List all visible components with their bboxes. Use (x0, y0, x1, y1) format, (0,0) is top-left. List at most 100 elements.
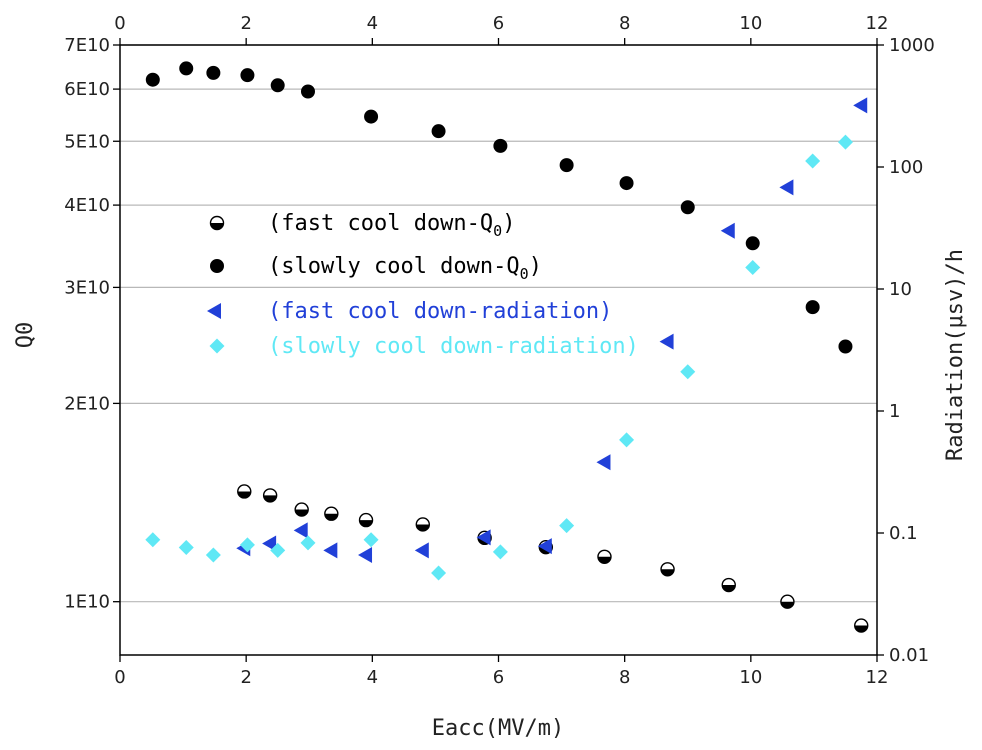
x-tick-label-bottom: 10 (739, 667, 762, 688)
x-tick-label-top: 6 (493, 13, 504, 34)
series-4-point (363, 532, 379, 548)
series-3-point (853, 97, 868, 114)
series-3-point (323, 542, 338, 559)
series-1-point-fill (359, 520, 373, 527)
series-1-point (597, 549, 612, 564)
legend-label-3: (fast cool down-radiation) (268, 299, 612, 324)
left-y-tick-label: 1E10 (64, 592, 110, 613)
axes: 0 0 2 2 4 4 6 6 8 8 10 10 12 12 1E10 2E10 3E10 4E10 5E10 6E… (64, 13, 935, 688)
series-1-point-fill (324, 513, 338, 521)
series-1-point (660, 562, 675, 577)
series-1-point (294, 502, 309, 517)
series-4-point (239, 537, 255, 553)
legend-marker-3 (207, 303, 221, 319)
x-tick-label-bottom: 0 (114, 667, 125, 688)
series-1-point (262, 488, 278, 503)
series-2-point (680, 200, 695, 215)
x-tick-label-top: 10 (739, 13, 762, 34)
series-2-point (559, 158, 574, 173)
series-2-point (300, 84, 315, 99)
series-1-point-fill (661, 569, 675, 576)
series-1-point (324, 506, 339, 521)
series-3-point (476, 529, 491, 546)
x-axis-title: Eacc(MV/m) (432, 716, 564, 741)
series-1-point (237, 484, 252, 499)
left-y-tick-label: 4E10 (64, 195, 110, 216)
series-1-point-fill (263, 495, 277, 502)
series-2-point (240, 68, 255, 83)
series-2-point (179, 61, 194, 76)
x-tick-label-bottom: 8 (619, 667, 630, 688)
series-2-point (619, 176, 634, 191)
legend-label-4: (slowly cool down-radiation) (268, 334, 639, 359)
series-2-point (145, 72, 160, 87)
left-y-axis-title: Q0 (13, 322, 38, 349)
series-3-point (596, 454, 611, 471)
series-2-point (431, 124, 446, 139)
series-3-point (262, 535, 277, 552)
x-tick-label-bottom: 2 (240, 667, 251, 688)
legend-marker-2 (210, 259, 224, 273)
left-y-tick-label: 6E10 (64, 79, 110, 100)
left-y-tick-label: 3E10 (64, 277, 110, 298)
series-1-point (780, 594, 795, 609)
x-tick-label-top: 4 (367, 13, 378, 34)
right-y-tick-label: 0.1 (889, 523, 918, 544)
series-1-point-fill (780, 601, 794, 609)
right-y-tick-label: 10 (889, 279, 912, 300)
right-y-axis-title: Radiation(μsv)/h (943, 249, 968, 461)
x-tick-label-top: 12 (866, 13, 889, 34)
series-4-point (205, 547, 221, 563)
x-tick-label-top: 2 (240, 13, 251, 34)
legend-label-1: (fast cool down-Q0) (268, 211, 515, 240)
legend-label-2: (slowly cool down-Q0) (268, 254, 542, 283)
right-y-tick-label: 0.01 (889, 645, 929, 666)
series-4-point (680, 364, 696, 380)
series-1-point (721, 577, 736, 593)
series-4-point (745, 260, 761, 276)
legend-marker-1-fill (210, 223, 224, 230)
legend: (fast cool down-Q0) (slowly cool down-Q0… (207, 211, 639, 359)
left-y-tick-label: 7E10 (64, 35, 110, 56)
series-1-point (358, 512, 374, 528)
right-y-tick-label: 1000 (889, 35, 935, 56)
series-2-point (270, 78, 285, 93)
series-2-point (745, 236, 760, 251)
series-2-point (838, 339, 853, 354)
series-4-point (559, 518, 575, 534)
series-4-point (619, 432, 635, 448)
x-tick-label-bottom: 4 (367, 667, 378, 688)
left-y-tick-label: 2E10 (64, 393, 110, 414)
series-4-point (837, 134, 853, 150)
x-tick-label-top: 8 (619, 13, 630, 34)
series-4-point (431, 565, 447, 581)
series-1-point-fill (416, 524, 430, 531)
series-3-point (779, 179, 794, 196)
series-3-point (537, 538, 552, 555)
series-1-point-fill (295, 509, 309, 517)
series-1-point (415, 517, 430, 532)
series-3-point (720, 222, 735, 239)
right-y-tick-label: 1 (889, 401, 900, 422)
series-1-point-fill (722, 585, 736, 592)
series-1-point-fill (854, 625, 868, 633)
legend-marker-4 (209, 338, 225, 354)
left-y-tick-label: 5E10 (64, 131, 110, 152)
series-2-point (364, 109, 379, 124)
series-3-point (293, 522, 308, 539)
series-4-point (145, 532, 161, 548)
x-tick-label-top: 0 (114, 13, 125, 34)
data-markers (145, 61, 869, 633)
series-1-point-fill (237, 491, 251, 498)
series-3-point (414, 542, 429, 559)
series-2-point (206, 65, 221, 80)
series-3-point (659, 333, 674, 350)
series-2-point (805, 300, 820, 315)
series-1-point-fill (597, 556, 611, 564)
series-4-point (492, 544, 508, 560)
x-tick-label-bottom: 12 (866, 667, 889, 688)
series-1-point (854, 618, 869, 633)
series-4-point (178, 540, 194, 556)
x-tick-label-bottom: 6 (493, 667, 504, 688)
